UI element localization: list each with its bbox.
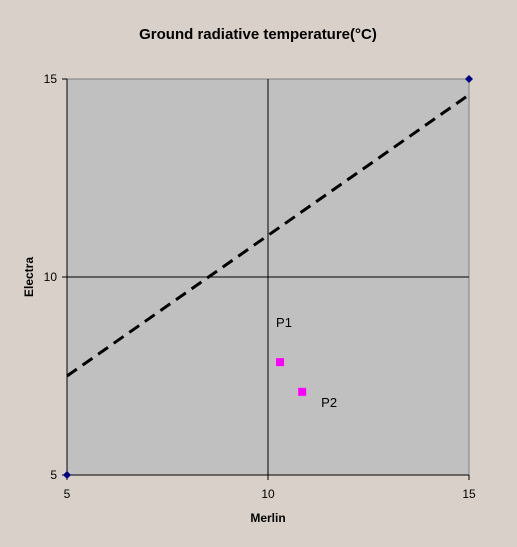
x-tick-label-0: 5 (64, 487, 71, 501)
y-tick-label-0: 5 (50, 468, 57, 482)
series-1-point-0 (276, 358, 284, 366)
x-tick-label-2: 15 (462, 487, 476, 501)
chart-title: Ground radiative temperature(°C) (139, 26, 377, 43)
y-tick-label-2: 15 (44, 72, 58, 86)
x-axis-label: Merlin (250, 511, 285, 525)
point-label-p2: P2 (321, 395, 337, 410)
x-tick-label-1: 10 (261, 487, 275, 501)
series-1-point-1 (298, 388, 306, 396)
point-label-p1: P1 (276, 315, 292, 330)
y-tick-label-1: 10 (44, 270, 58, 284)
y-axis-label: Electra (22, 257, 36, 297)
